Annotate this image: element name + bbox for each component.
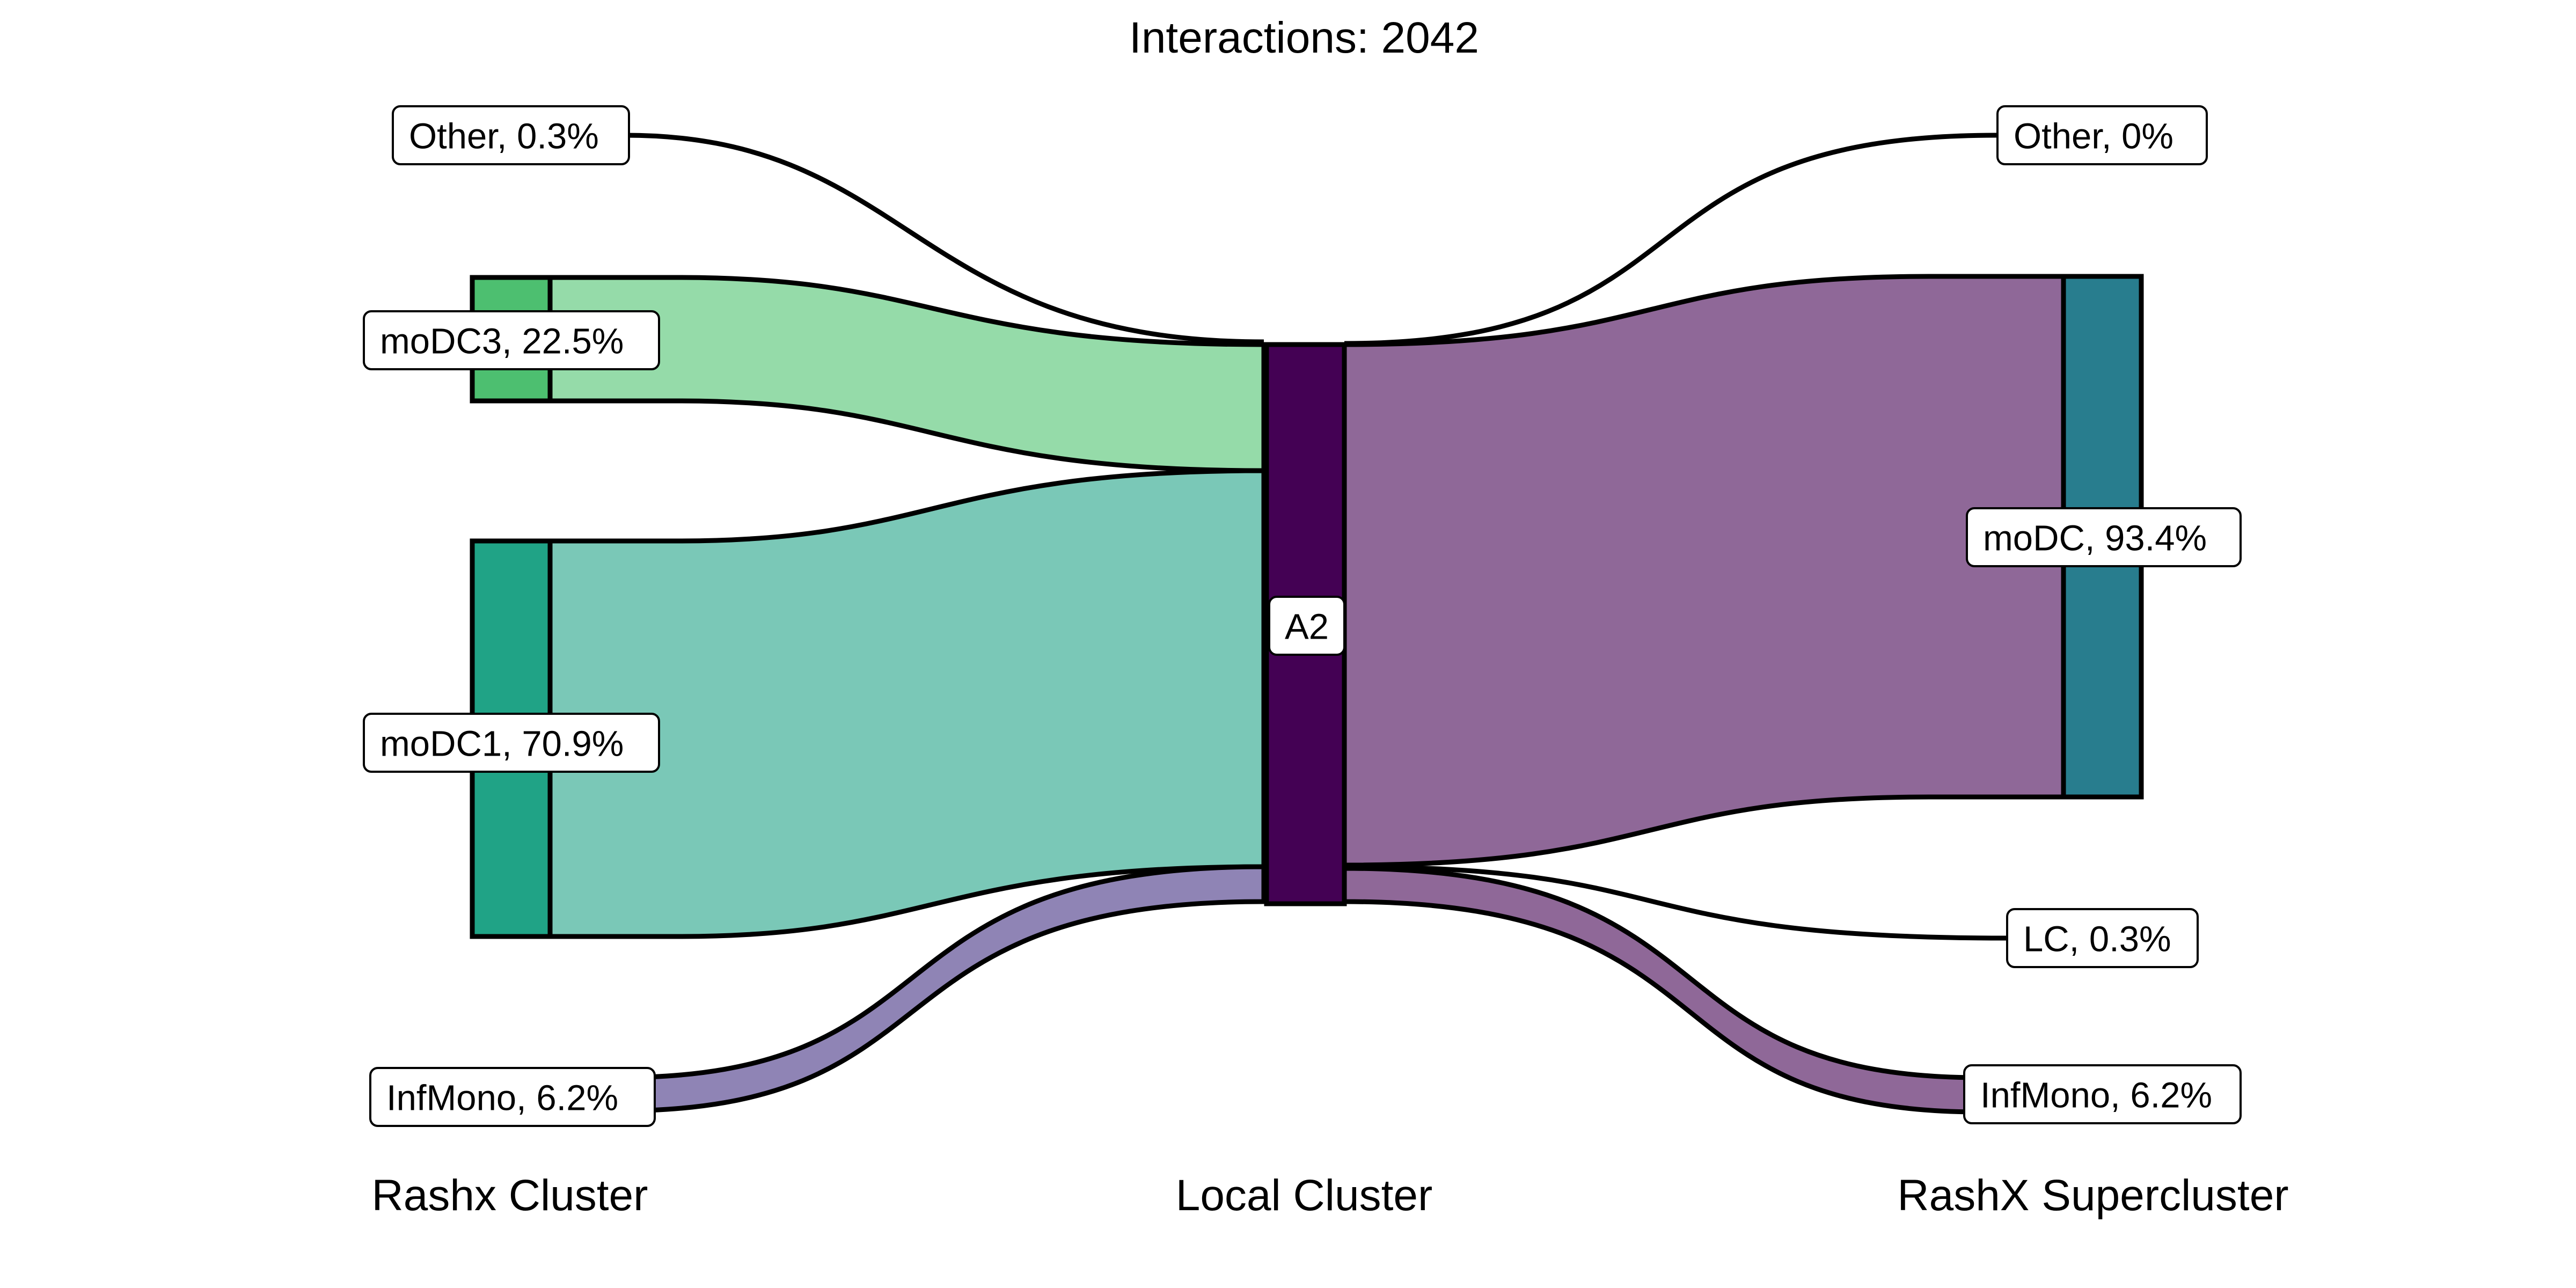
flow-other-to-a2 [625,133,1264,345]
axis-label-left: Rashx Cluster [372,1171,648,1220]
flow-modc3-to-a2 [547,275,1267,473]
label-modc: moDC, 93.4% [1966,507,2242,567]
label-infmono-left: InfMono, 6.2% [369,1067,656,1127]
label-other-left: Other, 0.3% [392,105,630,165]
flow-a2-to-modc [1342,274,2066,868]
svg-text:moDC, 93.4%: moDC, 93.4% [1983,518,2207,559]
flow-a2-to-other [1344,133,1997,346]
diagram-title: Interactions: 2042 [1129,13,1479,62]
flow-infmono-to-a2 [614,864,1267,1114]
label-other-right: Other, 0% [1996,105,2208,165]
axis-label-right: RashX Supercluster [1897,1171,2288,1220]
svg-text:moDC1, 70.9%: moDC1, 70.9% [380,724,624,764]
flow-modc1-to-a2 [547,468,1267,939]
label-lc: LC, 0.3% [2006,908,2199,968]
node-labels: Other, 0.3% moDC3, 22.5% moDC1, 70.9% In… [363,105,2242,1127]
svg-text:A2: A2 [1285,607,1329,647]
svg-text:Other, 0%: Other, 0% [2014,116,2174,157]
svg-text:LC, 0.3%: LC, 0.3% [2023,919,2171,960]
label-infmono-right: InfMono, 6.2% [1963,1064,2242,1124]
svg-text:Other, 0.3%: Other, 0.3% [409,116,599,157]
incoming-flows [547,133,1267,1114]
svg-text:InfMono, 6.2%: InfMono, 6.2% [386,1078,618,1118]
outgoing-flows [1342,133,2066,1115]
svg-text:InfMono, 6.2%: InfMono, 6.2% [1980,1075,2212,1116]
svg-text:moDC3, 22.5%: moDC3, 22.5% [380,321,624,362]
label-a2: A2 [1268,596,1345,656]
label-modc3: moDC3, 22.5% [363,310,660,370]
axis-label-middle: Local Cluster [1176,1171,1433,1220]
flow-a2-to-lc [1344,864,2008,941]
label-modc1: moDC1, 70.9% [363,713,660,773]
